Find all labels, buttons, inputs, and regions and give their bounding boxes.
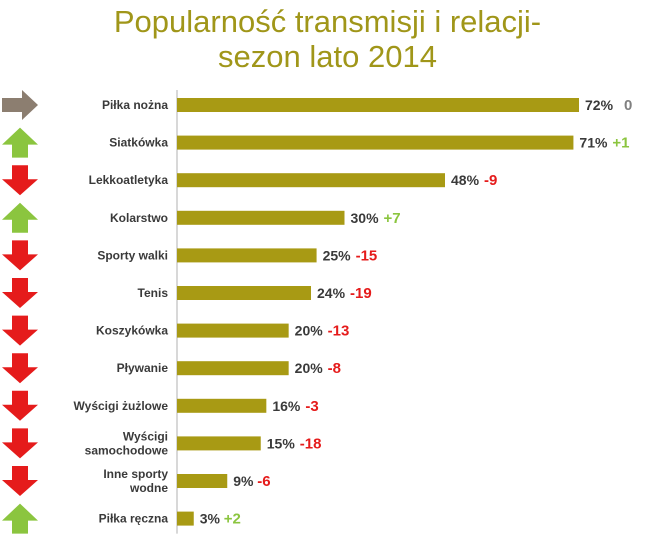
value-label: 3% xyxy=(200,511,221,527)
category-label: Wyścigi żużlowe xyxy=(74,399,169,413)
category-label: Piłka nożna xyxy=(102,98,168,112)
bar xyxy=(177,98,579,112)
category-label: wodne xyxy=(129,481,168,495)
down-arrow-icon xyxy=(2,353,38,384)
up-arrow-icon xyxy=(2,503,38,534)
down-arrow-icon xyxy=(2,390,38,421)
chart-title-line2: sezon lato 2014 xyxy=(218,39,437,74)
down-arrow-icon xyxy=(2,240,38,271)
category-label: Siatkówka xyxy=(109,136,168,150)
bar xyxy=(177,474,228,488)
value-label: 25% xyxy=(323,247,352,263)
bar xyxy=(177,248,317,263)
category-label: Sporty walki xyxy=(97,248,168,262)
value-label: 16% xyxy=(272,398,301,414)
category-label: Kolarstwo xyxy=(110,211,168,225)
bar xyxy=(177,135,574,150)
category-label: Lekkoatletyka xyxy=(89,173,169,187)
up-arrow-icon xyxy=(2,127,38,158)
chart-title: Popularność transmisji i relacji- sezon … xyxy=(0,4,655,74)
value-label: 20% xyxy=(295,360,324,376)
down-arrow-icon xyxy=(2,165,38,196)
down-arrow-icon xyxy=(2,315,38,346)
value-label: 72% xyxy=(585,97,614,113)
category-label: Pływanie xyxy=(117,361,169,375)
bar xyxy=(177,173,445,188)
change-label: -19 xyxy=(350,285,372,302)
bar xyxy=(177,398,267,413)
down-arrow-icon xyxy=(2,278,38,308)
category-label: Koszykówka xyxy=(96,324,168,338)
down-arrow-icon xyxy=(2,428,38,459)
bar xyxy=(177,436,261,451)
category-label: samochodowe xyxy=(85,443,169,457)
category-label: Piłka ręczna xyxy=(99,512,169,526)
value-label: 48% xyxy=(451,172,480,188)
change-label: 0 xyxy=(624,97,632,114)
category-label: Wyścigi xyxy=(123,429,168,443)
bar xyxy=(177,210,345,225)
change-label: -8 xyxy=(328,360,341,377)
change-label: -15 xyxy=(356,247,378,264)
change-label: -13 xyxy=(328,323,350,340)
down-arrow-icon xyxy=(2,466,38,496)
change-label: -9 xyxy=(484,172,497,189)
change-label: +1 xyxy=(612,135,629,152)
category-label: Inne sporty xyxy=(103,467,168,481)
change-label: +2 xyxy=(224,511,241,528)
right-arrow-icon xyxy=(2,90,38,120)
change-label: -6 xyxy=(257,473,270,490)
category-label: Tenis xyxy=(138,286,169,300)
value-label: 71% xyxy=(579,135,608,151)
value-label: 15% xyxy=(267,435,296,451)
bar xyxy=(177,323,289,338)
bar xyxy=(177,361,289,376)
value-label: 30% xyxy=(351,210,380,226)
value-label: 20% xyxy=(295,323,324,339)
value-label: 24% xyxy=(317,285,346,301)
change-label: -18 xyxy=(300,435,322,452)
value-label: 9% xyxy=(233,473,254,489)
chart-title-line1: Popularność transmisji i relacji- xyxy=(113,4,542,39)
bar xyxy=(177,511,194,526)
change-label: -3 xyxy=(305,398,318,415)
bar xyxy=(177,286,311,300)
up-arrow-icon xyxy=(2,202,38,233)
change-label: +7 xyxy=(384,210,401,227)
